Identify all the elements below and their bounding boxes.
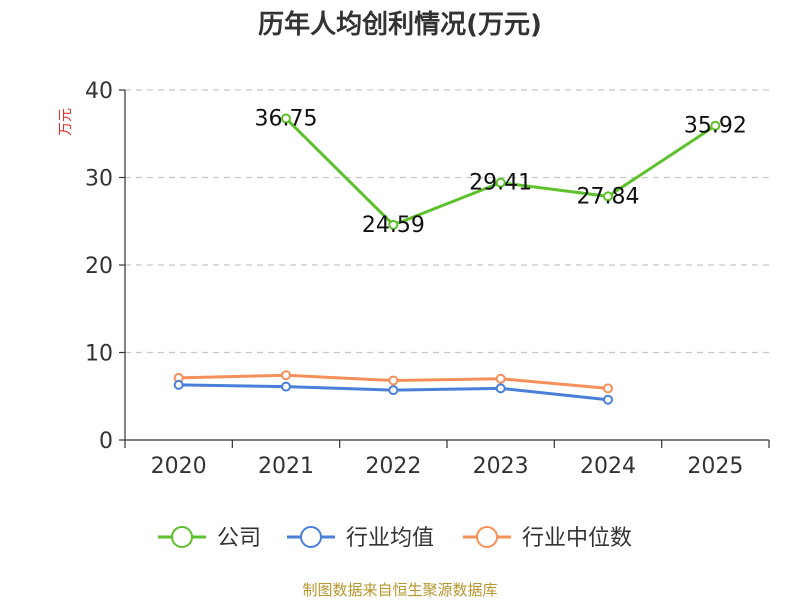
series-2 (173, 370, 613, 394)
data-point (281, 370, 291, 381)
data-point (495, 177, 506, 188)
data-point (603, 394, 613, 405)
y-tick-label: 10 (85, 342, 113, 367)
data-point (388, 375, 399, 386)
legend-label: 行业均值 (346, 526, 434, 551)
data-point (710, 120, 721, 131)
data-point (495, 373, 506, 384)
data-point (281, 381, 291, 392)
x-ticks: 2020 2021 2022 2023 2024 2025 (124, 440, 770, 479)
data-label: 29.41 (469, 171, 532, 196)
data-point (603, 383, 613, 394)
data-point (495, 383, 506, 394)
series-1 (173, 379, 613, 405)
chart-title: 历年人均创利情况(万元) (258, 9, 542, 40)
x-tick-label: 2022 (365, 454, 421, 479)
x-tick-label: 2021 (258, 454, 314, 479)
legend-item-0[interactable]: 公司 (158, 526, 261, 551)
data-point (281, 113, 291, 124)
legend[interactable]: 公司 行业均值 行业中位数 (158, 526, 632, 551)
data-labels: 36.75 24.59 29.41 27.84 35.92 (255, 106, 747, 237)
legend-item-2[interactable]: 行业中位数 (463, 526, 632, 551)
legend-marker-icon (300, 526, 322, 548)
x-tick-label: 2025 (687, 454, 743, 479)
legend-marker-icon (476, 526, 498, 548)
data-point (388, 385, 399, 396)
series-layer (173, 113, 721, 405)
data-point (388, 219, 399, 230)
y-tick-label: 30 (85, 167, 113, 192)
data-label: 36.75 (255, 106, 318, 131)
legend-marker-icon (171, 526, 193, 548)
x-tick-label: 2020 (151, 454, 207, 479)
y-tick-label: 20 (85, 254, 113, 279)
legend-label: 行业中位数 (522, 526, 632, 551)
legend-item-1[interactable]: 行业均值 (287, 526, 434, 551)
y-tick-label: 0 (99, 429, 113, 454)
y-tick-label: 40 (85, 79, 113, 104)
source-note: 制图数据来自恒生聚源数据库 (302, 581, 497, 599)
y-ticks: 0 10 20 30 40 (85, 79, 125, 454)
data-label: 35.92 (684, 114, 747, 139)
data-point (173, 379, 184, 390)
series-0 (281, 113, 721, 230)
data-label: 27.84 (577, 184, 640, 209)
x-tick-label: 2023 (473, 454, 529, 479)
gridlines (125, 89, 769, 354)
x-tick-label: 2024 (580, 454, 636, 479)
legend-label: 公司 (217, 526, 261, 551)
data-point (603, 191, 613, 202)
y-axis-label: 万元 (58, 108, 74, 136)
data-label: 24.59 (362, 213, 425, 238)
